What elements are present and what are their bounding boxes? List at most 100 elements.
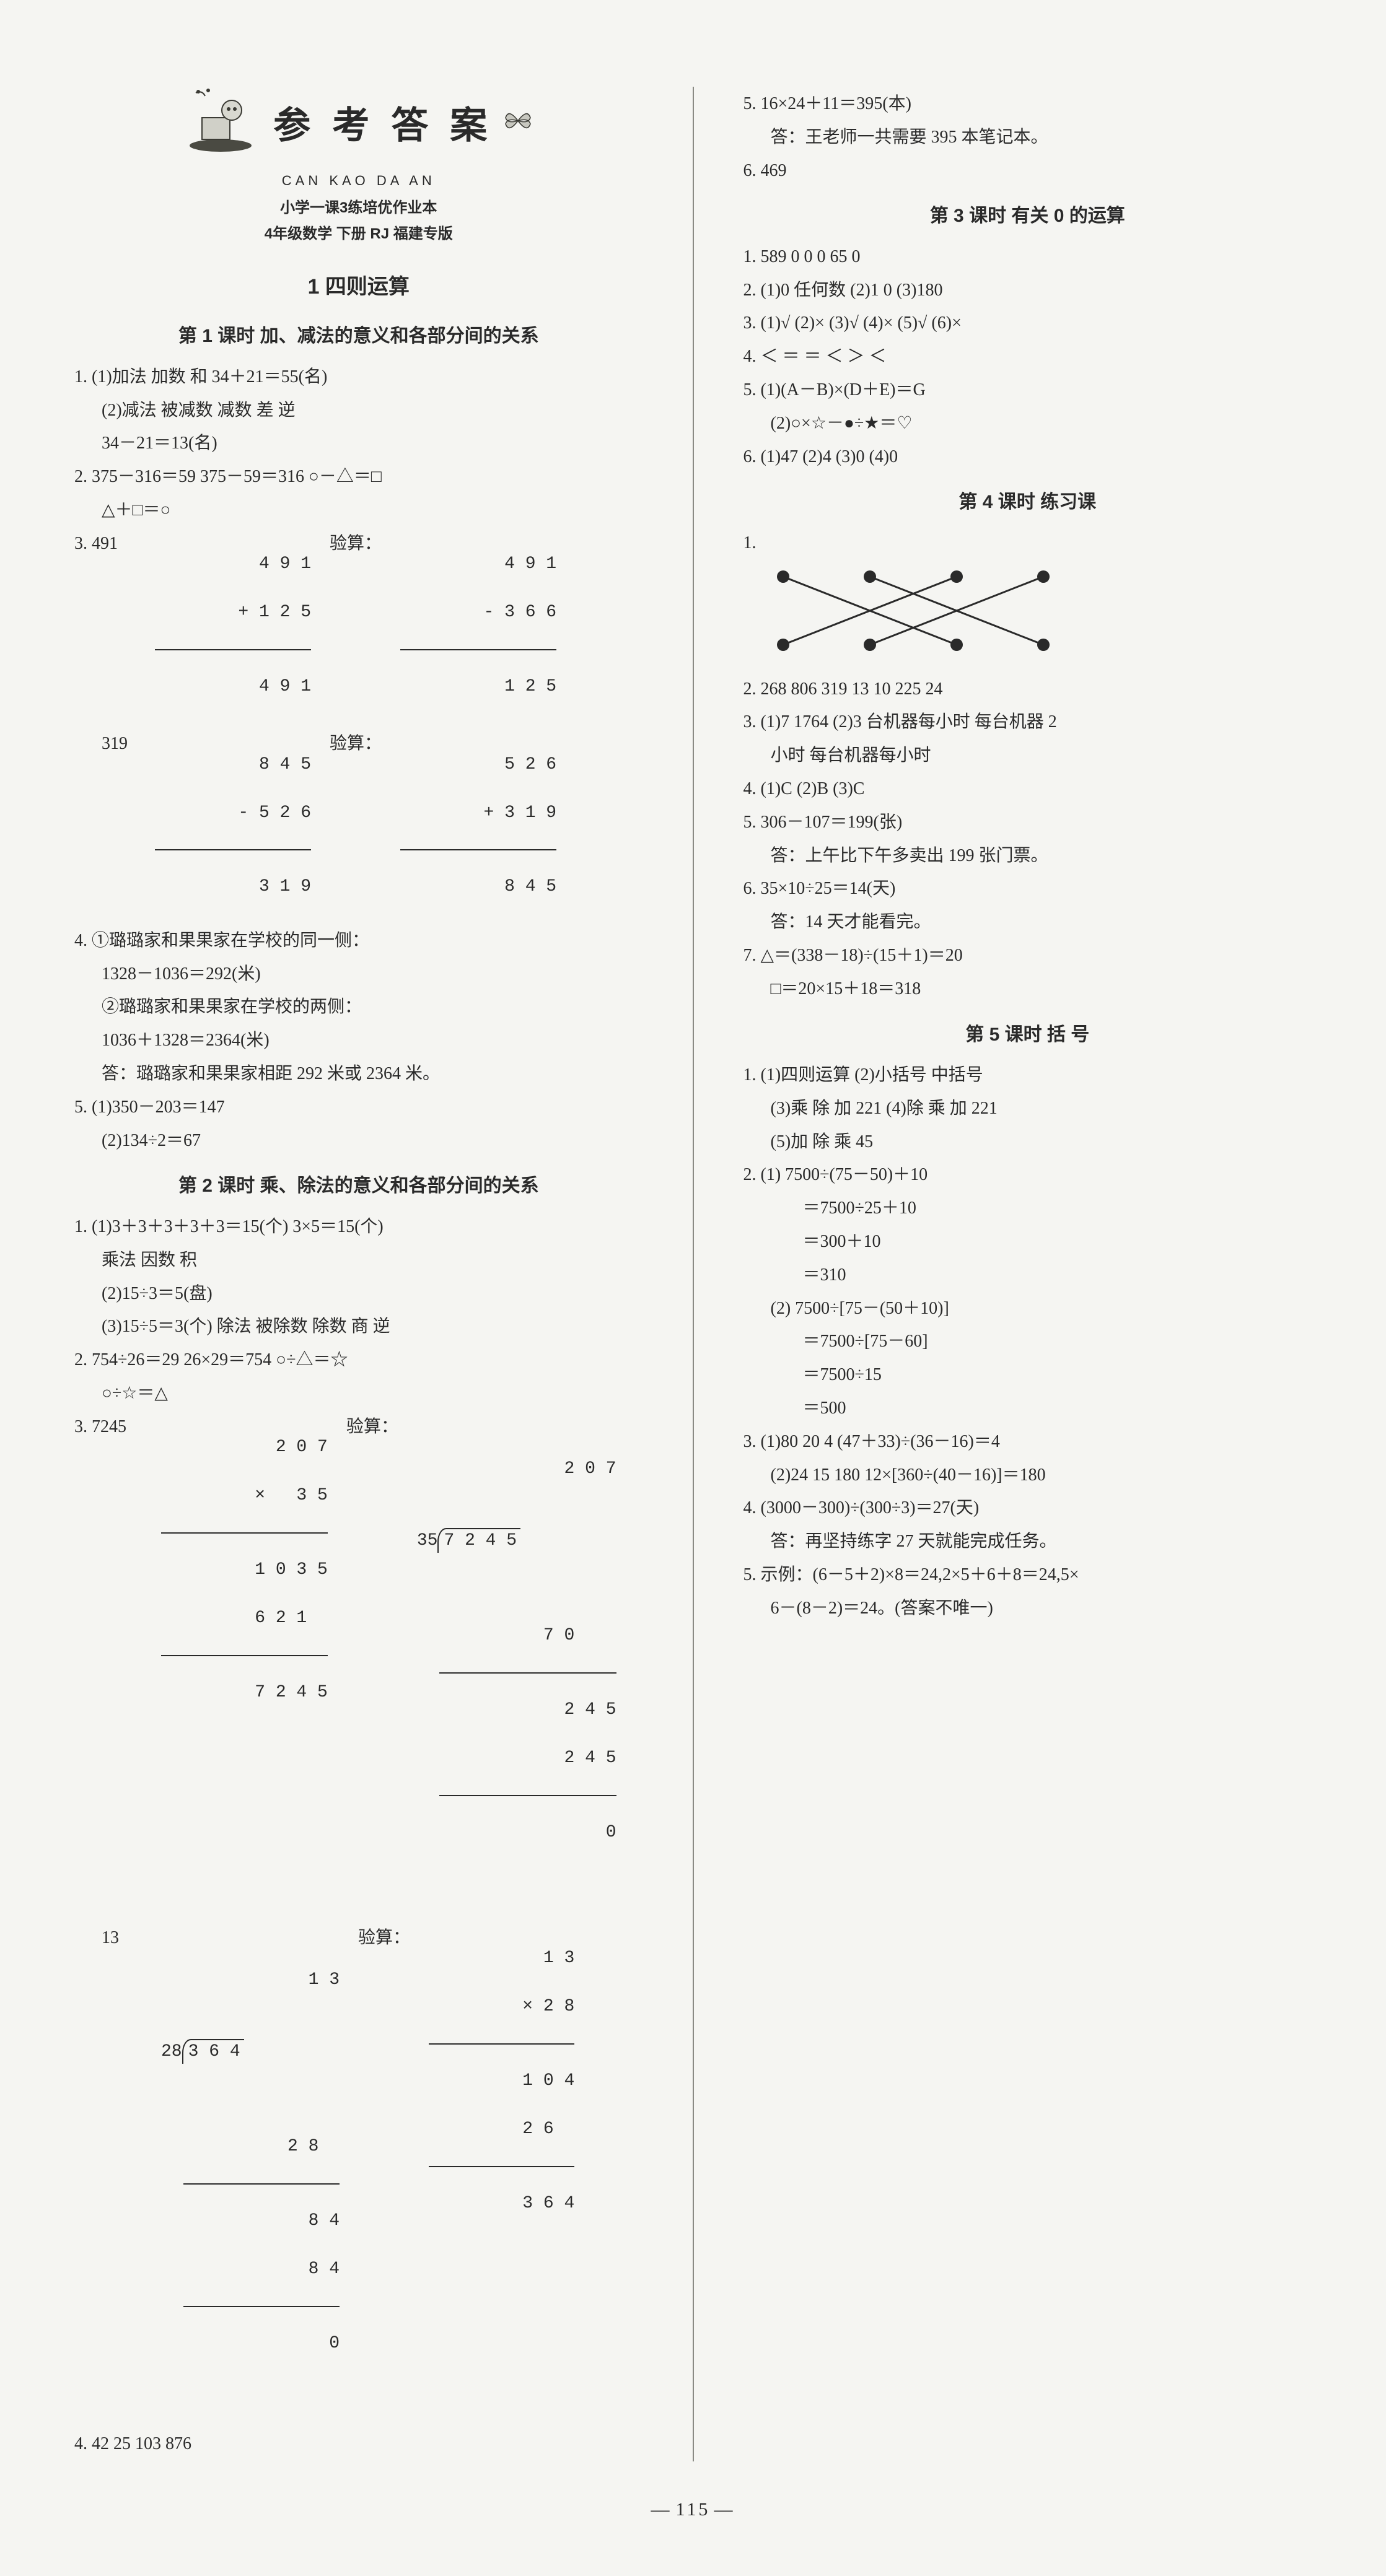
check-label: 验算： [346, 1411, 398, 1443]
answer-line: ＝300＋10 [743, 1226, 1312, 1258]
calc-line: + 1 2 5 [238, 603, 311, 622]
calc-line: 1 3 [512, 1949, 574, 1968]
q3b-lead: 13 [74, 1922, 143, 1954]
answer-line: (3)15÷5＝3(个) 除法 被除数 除数 商 逆 [74, 1311, 643, 1343]
dividend: 7 2 4 5 [437, 1528, 520, 1553]
vertical-calc: 4 9 1 + 1 2 5 4 9 1 [155, 528, 311, 723]
answer-line: 4. ①璐璐家和果果家在学校的同一侧： [74, 925, 643, 957]
answer-line: 4. ＜ ＝ ＝ ＜ ＞ ＜ [743, 341, 1312, 373]
answer-line: 34－21＝13(名) [74, 427, 643, 460]
q3-lead: 3. 7245 [74, 1411, 143, 1443]
quotient: 2 0 7 [417, 1457, 616, 1481]
answer-line: ＝7500÷25＋10 [743, 1192, 1312, 1225]
lesson4-title: 第 4 课时 练习课 [743, 485, 1312, 520]
answer-line: 1. (1)3＋3＋3＋3＋3＝15(个) 3×5＝15(个) [74, 1211, 643, 1243]
calc-line: 1 2 5 [483, 677, 556, 696]
calc-line: - 5 2 6 [238, 803, 311, 823]
answer-line: 2. (1)0 任何数 (2)1 0 (3)180 [743, 274, 1312, 307]
header-block: 参 考 答 案 CAN KAO DA AN 小学一课3练培优作业本 4年级数学 … [74, 87, 643, 245]
book-subtitle-2: 4年级数学 下册 RJ 福建专版 [74, 223, 643, 245]
calc-line: 8 4 [287, 2211, 340, 2230]
vertical-calc: 8 4 5 - 5 2 6 3 1 9 [155, 728, 311, 923]
lesson2-title: 第 2 课时 乘、除法的意义和各部分间的关系 [74, 1169, 643, 1203]
answer-line: 3. (1)80 20 4 (47＋33)÷(36－16)＝4 [743, 1426, 1312, 1458]
check-label: 验算： [330, 528, 382, 560]
calc-line: 2 4 5 [543, 1700, 616, 1719]
answer-line: 1. 589 0 0 0 65 0 [743, 241, 1312, 273]
answer-line: 1. (1)四则运算 (2)小括号 中括号 [743, 1059, 1312, 1091]
calc-line: 0 [287, 2334, 340, 2353]
calc-line: 7 0 [543, 1626, 616, 1645]
unit-title: 1 四则运算 [74, 268, 643, 307]
answer-line: 4. 42 25 103 876 [74, 2428, 643, 2460]
q3-mult-block: 3. 7245 2 0 7 × 3 5 1 0 3 5 6 2 1 7 2 4 … [74, 1411, 643, 1916]
calc-line: 8 4 5 [483, 877, 556, 896]
calc-line: 8 4 5 [238, 755, 311, 774]
vertical-mult-check: 1 3 × 2 8 1 0 4 2 6 3 6 4 [429, 1922, 574, 2240]
matching-diagram [771, 564, 1056, 657]
long-division: 2 0 7 357 2 4 5 7 0 2 4 5 2 4 5 0 [417, 1411, 616, 1916]
q3-row1: 3. 491 4 9 1 + 1 2 5 4 9 1 验算： 4 9 1 - 3… [74, 528, 643, 723]
calc-line: 6 2 1 [244, 1609, 327, 1628]
vertical-calc-check: 5 2 6 + 3 1 9 8 4 5 [400, 728, 556, 923]
answer-line: 5. 306－107＝199(张) [743, 806, 1312, 839]
left-column: 参 考 答 案 CAN KAO DA AN 小学一课3练培优作业本 4年级数学 … [74, 87, 643, 2461]
answer-line: 6. 469 [743, 155, 1312, 187]
answer-line: □＝20×15＋18＝318 [743, 973, 1312, 1005]
answer-line: ＝7500÷15 [743, 1359, 1312, 1391]
calc-line: + 3 1 9 [483, 803, 556, 823]
book-subtitle-1: 小学一课3练培优作业本 [74, 197, 643, 219]
calc-line: 3 1 9 [238, 877, 311, 896]
answer-line: (3)乘 除 加 221 (4)除 乘 加 221 [743, 1093, 1312, 1125]
answer-line: (2)134÷2＝67 [74, 1125, 643, 1157]
quotient: 1 3 [161, 1968, 340, 1992]
answer-line: ○÷☆＝△ [74, 1378, 643, 1410]
column-separator [693, 87, 694, 2461]
lesson3-title: 第 3 课时 有关 0 的运算 [743, 199, 1312, 234]
answer-line: 6. 35×10÷25＝14(天) [743, 873, 1312, 905]
page-number: 115 [74, 2492, 1312, 2527]
calc-line: 4 9 1 [238, 677, 311, 696]
answer-line: 1328－1036＝292(米) [74, 958, 643, 990]
answer-line: 2. 375－316＝59 375－59＝316 ○－△＝□ [74, 461, 643, 493]
answer-line: 5. 16×24＋11＝395(本) [743, 88, 1312, 120]
answer-line: 6－(8－2)＝24。(答案不唯一) [743, 1592, 1312, 1625]
calc-line: 2 6 [512, 2120, 574, 2139]
calc-line: 7 2 4 5 [244, 1683, 327, 1702]
calc-line: - 3 6 6 [483, 603, 556, 622]
answer-line: 4. (3000－300)÷(300÷3)＝27(天) [743, 1492, 1312, 1524]
answer-line: (2)24 15 180 12×[360÷(40－16)]＝180 [743, 1459, 1312, 1491]
butterfly-icon [502, 105, 533, 147]
calc-line: × 2 8 [512, 1997, 574, 2016]
answer-line: 4. (1)C (2)B (3)C [743, 773, 1312, 805]
lesson1-title: 第 1 课时 加、减法的意义和各部分间的关系 [74, 319, 643, 354]
answer-line: 6. (1)47 (2)4 (3)0 (4)0 [743, 441, 1312, 473]
q3-lead: 3. 491 [74, 528, 136, 560]
answer-line: 答：14 天才能看完。 [743, 906, 1312, 938]
calc-line: 1 0 4 [512, 2071, 574, 2090]
answer-line: ＝7500÷[75－60] [743, 1325, 1312, 1358]
answer-line: 1. (1)加法 加数 和 34＋21＝55(名) [74, 361, 643, 393]
calc-line: 2 8 [287, 2137, 340, 2156]
answer-line: 3. (1)7 1764 (2)3 台机器每小时 每台机器 2 [743, 706, 1312, 738]
calc-line: 5 2 6 [483, 755, 556, 774]
answer-line: 1036＋1328＝2364(米) [74, 1024, 643, 1057]
right-column: 5. 16×24＋11＝395(本) 答：王老师一共需要 395 本笔记本。 6… [743, 87, 1312, 2461]
check-label: 验算： [330, 728, 382, 760]
answer-line: 5. 示例：(6－5＋2)×8＝24,2×5＋6＋8＝24,5× [743, 1559, 1312, 1591]
calc-line: × 3 5 [244, 1486, 327, 1505]
vertical-mult: 2 0 7 × 3 5 1 0 3 5 6 2 1 7 2 4 5 [161, 1411, 328, 1729]
answer-line: 2. 268 806 319 13 10 225 24 [743, 673, 1312, 705]
answer-line: 3. (1)√ (2)× (3)√ (4)× (5)√ (6)× [743, 307, 1312, 339]
answer-line: 7. △＝(338－18)÷(15＋1)＝20 [743, 940, 1312, 972]
mascot-icon [183, 87, 258, 166]
q3-row2: 319 8 4 5 - 5 2 6 3 1 9 验算： 5 2 6 + 3 1 … [74, 728, 643, 923]
calc-line: 4 9 1 [238, 554, 311, 574]
answer-line: (5)加 除 乘 45 [743, 1126, 1312, 1158]
check-label: 验算： [358, 1922, 410, 1954]
answer-line: 2. (1) 7500÷(75－50)＋10 [743, 1159, 1312, 1191]
answer-line: ②璐璐家和果果家在学校的两侧： [74, 991, 643, 1023]
answer-line: (2)○×☆－●÷★＝♡ [743, 408, 1312, 440]
answer-line: 答：再坚持练字 27 天就能完成任务。 [743, 1526, 1312, 1558]
answer-line: (2) 7500÷[75－(50＋10)] [743, 1293, 1312, 1325]
